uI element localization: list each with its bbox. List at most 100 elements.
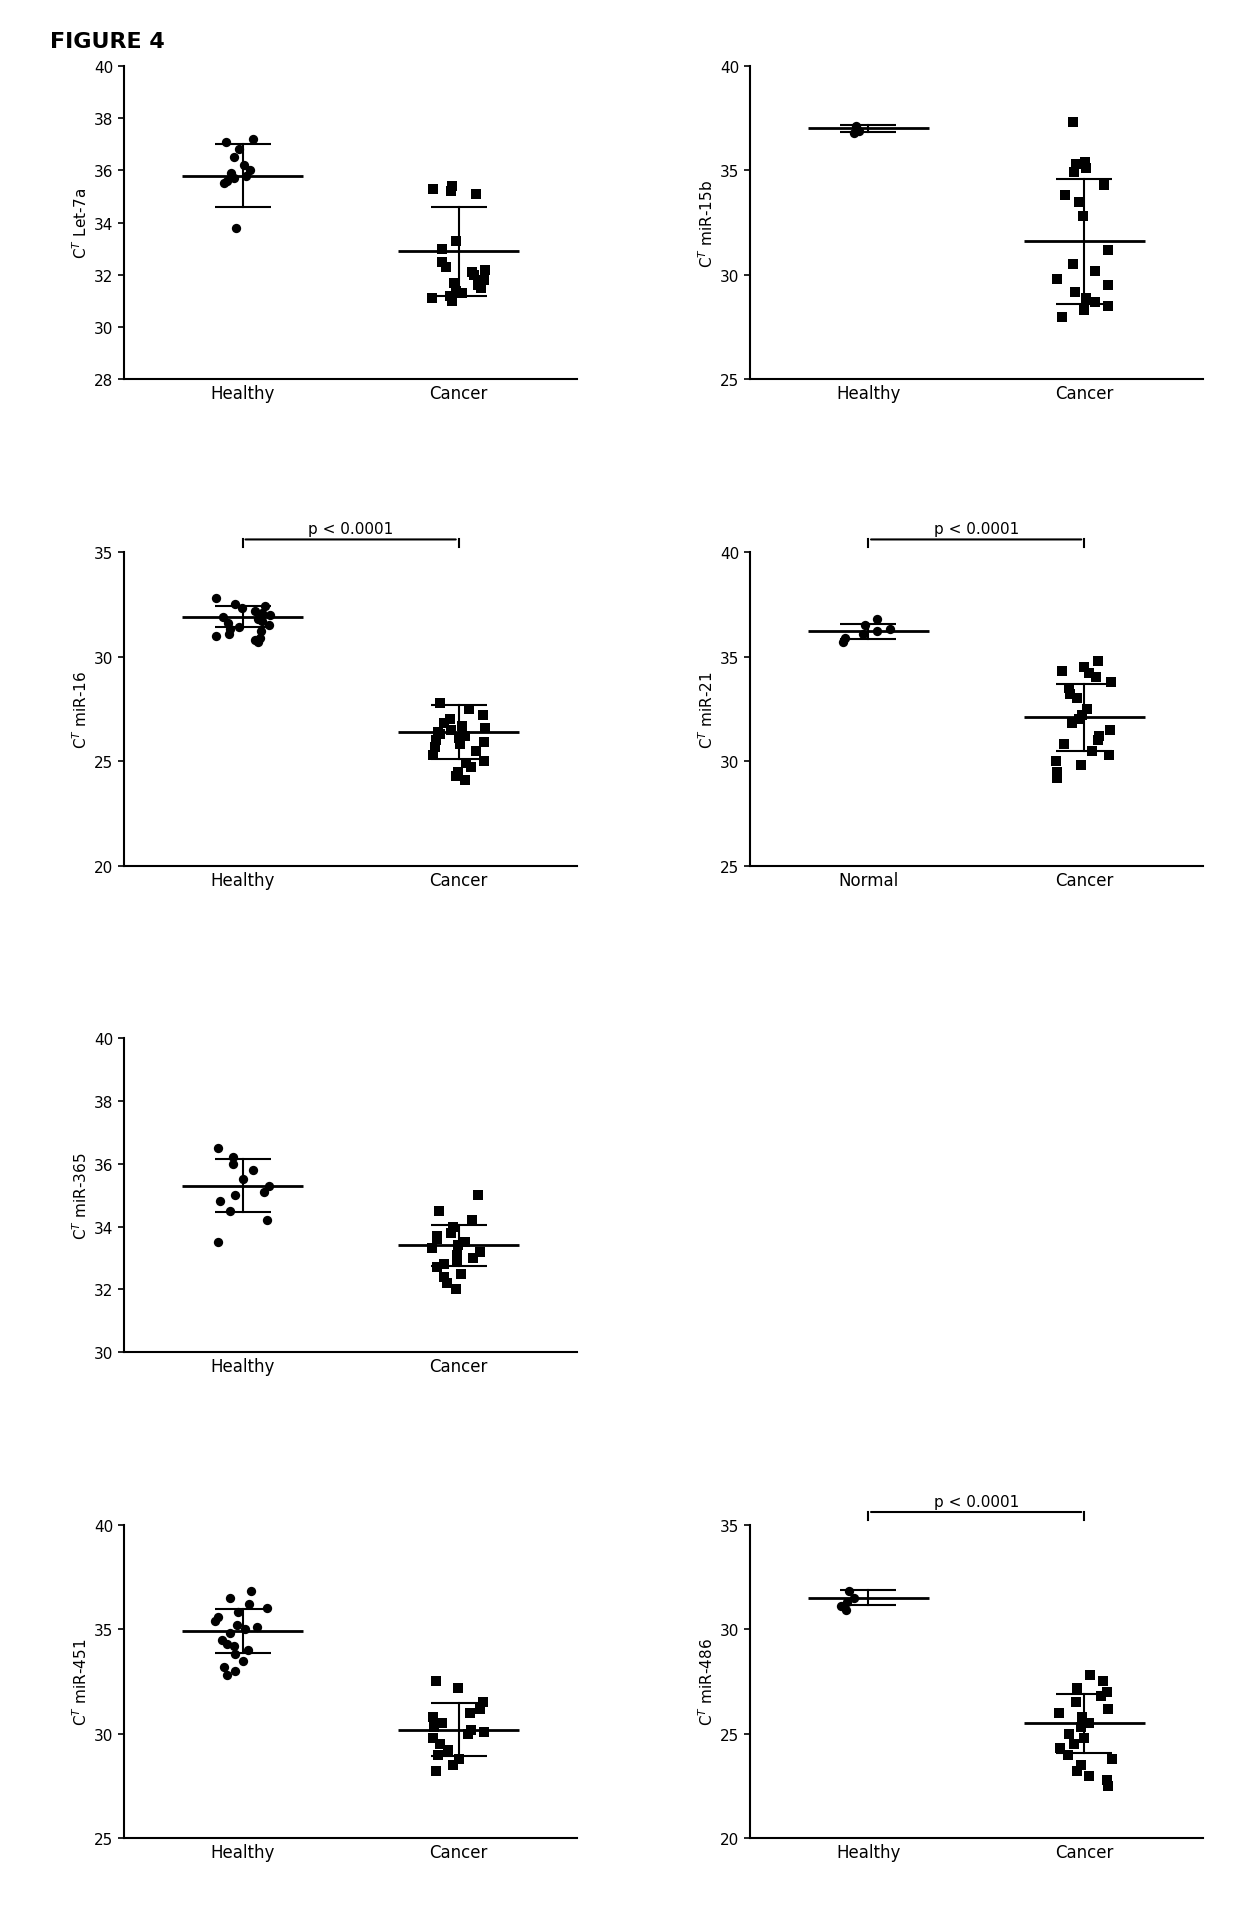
Point: [1071, 751, 1091, 781]
Point: [444, 1212, 464, 1242]
Point: [236, 162, 255, 192]
Point: [1059, 672, 1079, 703]
Point: [446, 1274, 466, 1305]
Point: [206, 621, 226, 652]
Point: [224, 1181, 244, 1212]
Point: [461, 1206, 481, 1236]
Point: [208, 1227, 228, 1257]
Point: [241, 1577, 260, 1608]
Point: [246, 625, 265, 655]
Point: [427, 726, 446, 756]
Point: [425, 1756, 445, 1787]
Point: [248, 627, 268, 657]
Point: [466, 179, 486, 210]
Point: [475, 1716, 495, 1747]
Point: [226, 1655, 246, 1686]
Point: [844, 118, 864, 149]
Point: [219, 619, 239, 650]
Point: [455, 1227, 475, 1257]
Point: [430, 1730, 450, 1760]
Point: [475, 712, 495, 743]
Point: [475, 255, 495, 286]
Point: [236, 1614, 255, 1644]
Point: [1073, 701, 1092, 732]
Point: [1076, 154, 1096, 185]
Point: [448, 1246, 467, 1276]
Point: [433, 248, 453, 278]
Point: [224, 1631, 244, 1661]
Point: [224, 143, 244, 173]
Point: [456, 749, 476, 779]
Point: [1059, 1718, 1079, 1749]
Point: [427, 1667, 446, 1697]
Point: [1087, 646, 1107, 676]
Point: [208, 1602, 228, 1633]
Point: [449, 1743, 469, 1774]
Point: [1064, 250, 1084, 280]
Point: [226, 1638, 246, 1669]
Point: [1074, 652, 1094, 682]
Point: [252, 598, 272, 629]
Point: [444, 269, 464, 299]
Point: [474, 265, 494, 295]
Point: [449, 1673, 469, 1703]
Point: [260, 600, 280, 631]
Point: [423, 284, 443, 314]
Point: [1094, 171, 1114, 202]
Point: [1065, 1688, 1085, 1718]
Point: [1054, 730, 1074, 760]
Point: [1099, 271, 1118, 301]
Point: [868, 617, 888, 648]
Point: [448, 1231, 467, 1261]
Point: [1068, 1673, 1087, 1703]
Y-axis label: C$^{T}$ miR-16: C$^{T}$ miR-16: [72, 671, 91, 749]
Point: [1055, 181, 1075, 211]
Point: [206, 1606, 226, 1636]
Point: [435, 253, 455, 284]
Point: [1065, 150, 1085, 181]
Point: [450, 730, 470, 760]
Point: [446, 762, 466, 792]
Point: [1097, 1764, 1117, 1795]
Y-axis label: C$^{T}$ Let-7a: C$^{T}$ Let-7a: [71, 189, 91, 259]
Point: [1071, 1713, 1091, 1743]
Point: [1060, 680, 1080, 711]
Point: [255, 592, 275, 623]
Point: [844, 1583, 864, 1614]
Point: [847, 112, 867, 143]
Point: [436, 1269, 456, 1299]
Point: [250, 623, 270, 653]
Y-axis label: C$^{T}$ miR-21: C$^{T}$ miR-21: [697, 671, 715, 749]
Y-axis label: C$^{T}$ miR-451: C$^{T}$ miR-451: [72, 1638, 91, 1726]
Point: [1087, 726, 1107, 756]
Point: [460, 693, 480, 724]
Point: [219, 1583, 239, 1614]
Point: [460, 1697, 480, 1728]
Point: [1073, 1701, 1092, 1732]
Point: [1066, 684, 1086, 714]
Point: [474, 747, 494, 777]
Point: [1080, 1659, 1100, 1690]
Point: [458, 1718, 477, 1749]
Point: [423, 1701, 443, 1732]
Point: [1099, 1772, 1118, 1802]
Point: [430, 720, 450, 751]
Point: [440, 705, 460, 735]
Point: [224, 164, 244, 194]
Point: [1078, 693, 1097, 724]
Point: [229, 135, 249, 166]
Point: [233, 1164, 253, 1194]
Point: [1049, 1697, 1069, 1728]
Point: [424, 1713, 444, 1743]
Point: [836, 1594, 856, 1625]
Point: [451, 278, 471, 309]
Point: [471, 274, 491, 305]
Point: [232, 594, 252, 625]
Point: [1047, 756, 1066, 787]
Point: [474, 728, 494, 758]
Point: [213, 170, 233, 200]
Y-axis label: C$^{T}$ miR-365: C$^{T}$ miR-365: [71, 1153, 91, 1240]
Point: [1075, 147, 1095, 177]
Point: [1099, 291, 1118, 322]
Point: [1099, 741, 1118, 772]
